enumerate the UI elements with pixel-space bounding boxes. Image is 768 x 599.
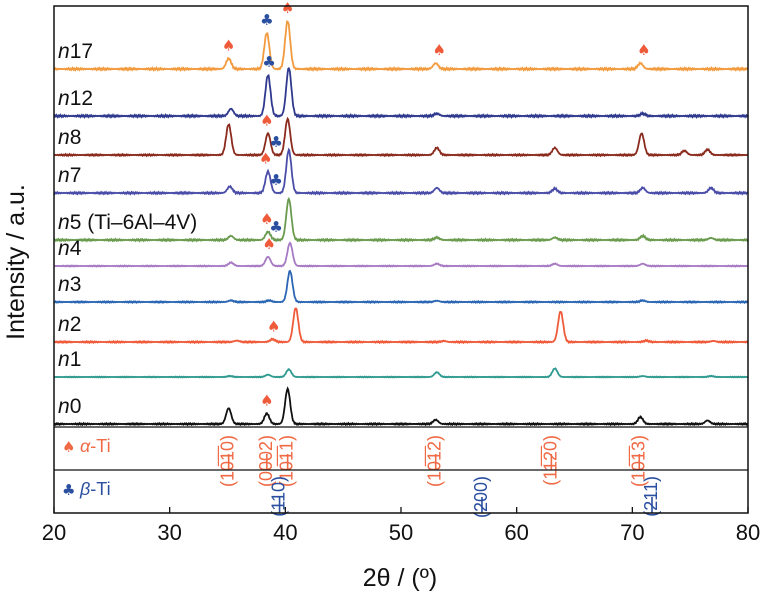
ref-hkl-0-3: (10̅1̅2) — [425, 435, 445, 487]
x-tick-label-50: 50 — [389, 520, 413, 545]
phase-marker-alpha-n17: ♠ — [281, 0, 294, 17]
series-trace-n3 — [53, 269, 749, 305]
series-label-n3: n3 — [58, 273, 81, 296]
ref-hkl-1-0: (110) — [269, 476, 289, 517]
series-label-n1: n1 — [58, 348, 81, 371]
y-axis-title: Intensity / a.u. — [2, 184, 30, 340]
ref-symbol-1: ♣ — [62, 481, 75, 499]
phase-marker-beta-n8: ♣ — [269, 133, 282, 151]
series-trace-n0 — [53, 386, 749, 427]
phase-marker-alpha-n17: ♠ — [222, 36, 235, 54]
series-trace-n8 — [53, 116, 749, 158]
phase-marker-alpha-n8: ♠ — [260, 111, 273, 129]
phase-marker-alpha-n2: ♠ — [267, 317, 280, 335]
phase-marker-beta-n17: ♣ — [260, 11, 273, 29]
phase-marker-beta-n12: ♣ — [262, 53, 275, 71]
series-layer: n17 n12 n8 n7 n5 (Ti–6Al–4V) n4 n3 n2 n1 n0 — [53, 20, 749, 427]
series-label-n0: n0 — [58, 395, 81, 418]
phase-marker-alpha-n17: ♠ — [637, 41, 650, 59]
ref-hkl-0-1: (0002) — [256, 435, 276, 487]
x-tick-label-70: 70 — [620, 520, 644, 545]
ref-hkl-0-0: (10̅1̅0) — [218, 435, 238, 487]
phase-marker-layer: ♠♣♠♠ ♠♣♠♣♠♣♠♣♠♠♠ — [222, 0, 651, 410]
phase-marker-beta-n7: ♣ — [269, 171, 282, 189]
phase-marker-alpha-n4: ♠ — [262, 235, 275, 253]
ref-hkl-0-5: (10̅1̅3) — [628, 435, 648, 487]
x-tick-label-30: 30 — [157, 520, 181, 545]
x-axis-title: 2θ / (º) — [363, 564, 437, 592]
ref-hkl-0-2: (10̅1̅1) — [277, 435, 297, 487]
series-label-n7: n7 — [58, 164, 81, 187]
phase-marker-alpha-n7: ♠ — [259, 150, 272, 168]
series-label-n5: n5 (Ti–6Al–4V) — [58, 211, 197, 234]
series-label-n4: n4 — [58, 237, 82, 260]
x-axis-ticks: 20 30 40 50 60 70 80 — [42, 507, 760, 545]
x-tick-label-80: 80 — [736, 520, 760, 545]
series-label-n17: n17 — [58, 40, 93, 63]
series-trace-n4 — [53, 241, 749, 268]
x-tick-label-40: 40 — [273, 520, 297, 545]
x-tick-label-20: 20 — [42, 520, 66, 545]
ref-phase-label-1: β-Ti — [79, 479, 111, 499]
phase-marker-alpha-n0: ♠ — [260, 392, 273, 410]
series-trace-n5 — [53, 196, 749, 243]
series-trace-n1 — [53, 367, 749, 379]
ref-phase-label-0: α-Ti — [80, 436, 111, 456]
ref-hkl-0-4: (11̅2̅0) — [540, 435, 560, 486]
x-tick-label-60: 60 — [504, 520, 528, 545]
phase-marker-beta-n5: ♣ — [269, 218, 282, 236]
series-trace-n12 — [53, 67, 749, 120]
series-trace-n7 — [53, 147, 749, 196]
series-label-n12: n12 — [58, 87, 93, 110]
phase-marker-alpha-n17: ♠ — [432, 41, 445, 59]
series-trace-n2 — [53, 307, 749, 345]
phase-marker-alpha-n5: ♠ — [260, 210, 273, 228]
series-trace-n17 — [53, 20, 749, 73]
series-label-n2: n2 — [58, 313, 81, 336]
series-label-n8: n8 — [58, 126, 81, 149]
reference-layer: ♠ α-Ti (10̅1̅0) (0002) (10̅1̅1) (10̅1̅2) (11̅2… — [62, 435, 661, 518]
ref-symbol-0: ♠ — [62, 438, 75, 456]
ref-hkl-1-2: (211) — [641, 476, 661, 517]
ref-hkl-1-1: (200) — [471, 476, 491, 518]
